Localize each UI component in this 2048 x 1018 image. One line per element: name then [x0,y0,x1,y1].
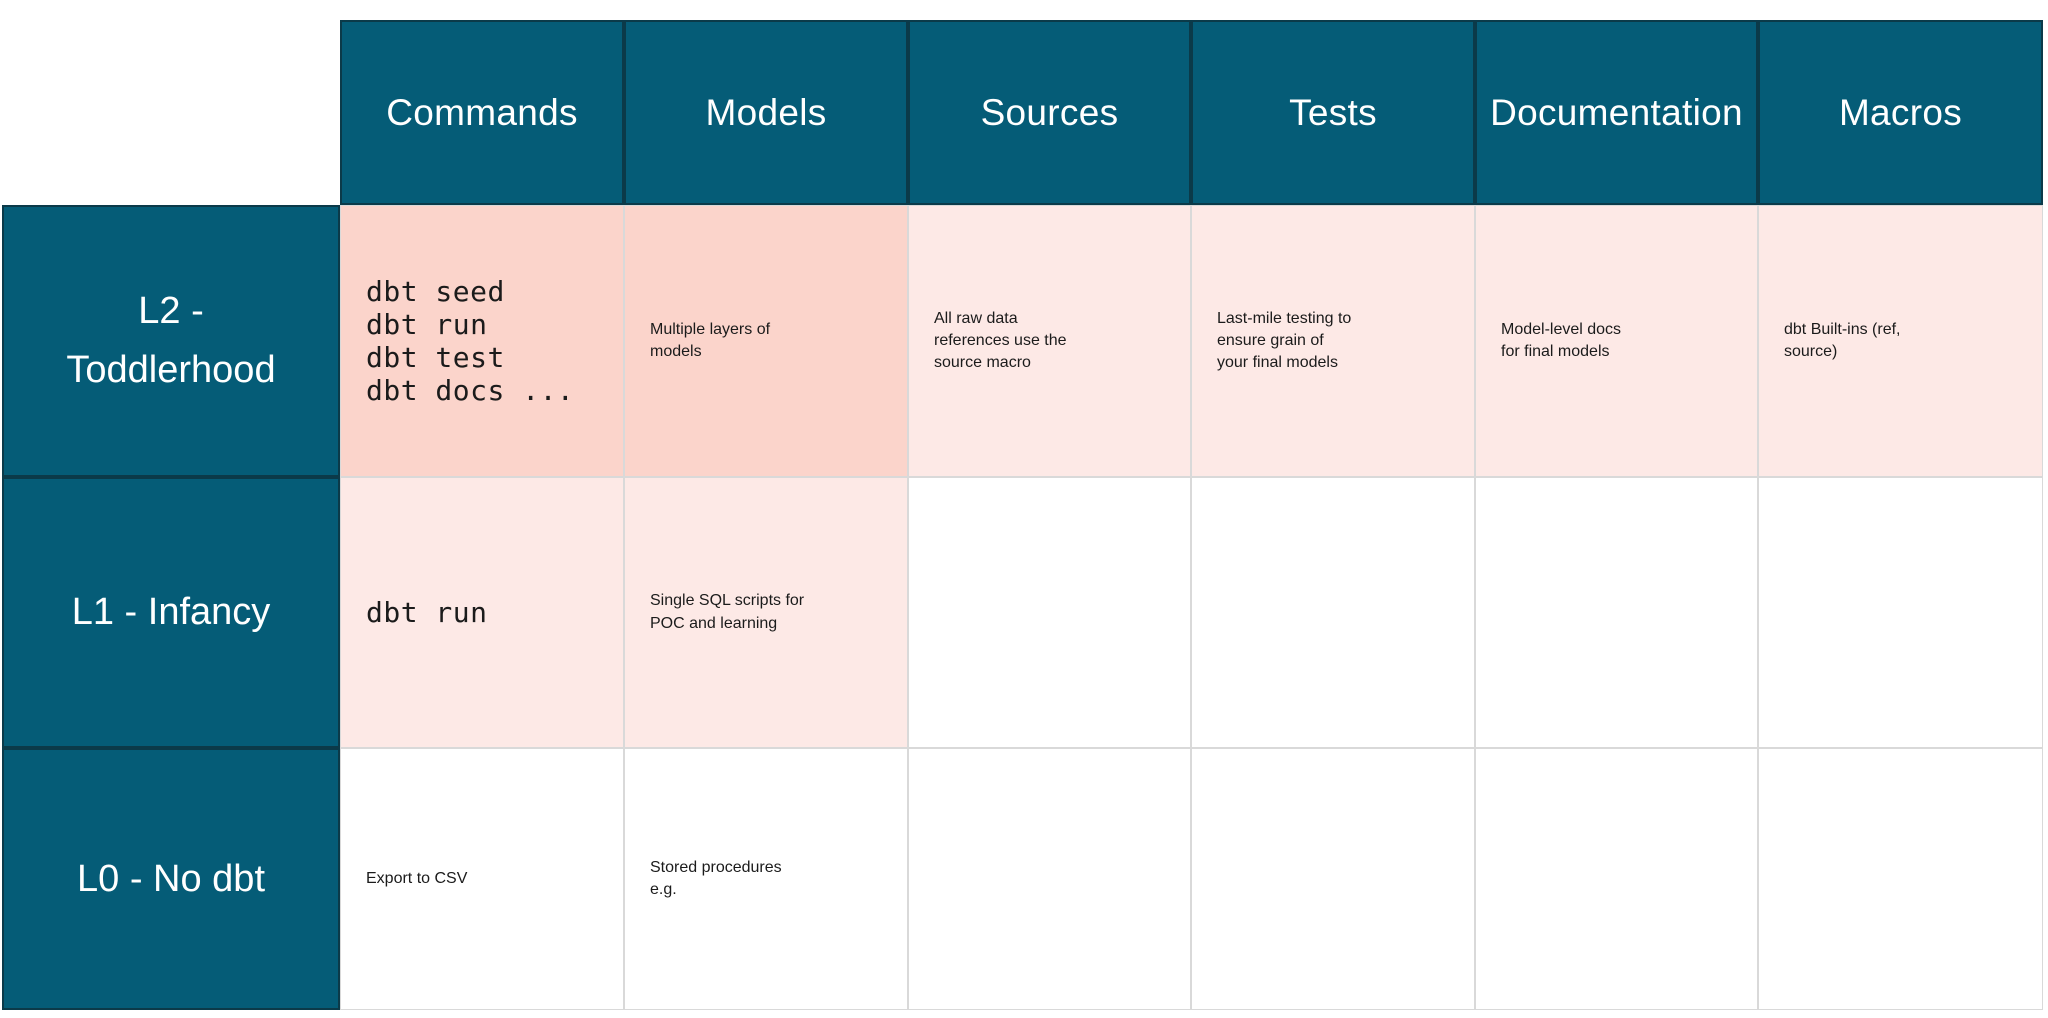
column-header-label: Macros [1838,91,1963,133]
cell-l1-tests [1191,477,1475,748]
cell-text: Model-level docs for final models [1501,320,1622,360]
row-header-l0: L0 - No dbt [2,748,340,1010]
column-header-label: Models [705,91,827,133]
table-corner-cell [2,20,340,205]
cell-l2-models: Multiple layers of models [624,205,908,477]
row-header-label: L0 - No dbt [77,857,265,900]
row-header-l1: L1 - Infancy [2,477,340,748]
column-header-label: Tests [1289,91,1377,133]
cell-l1-commands: dbt run [340,477,624,748]
row-header-label: L1 - Infancy [71,591,271,634]
cell-l0-documentation [1475,748,1758,1010]
cell-text: Export to CSV [366,869,468,887]
column-header-models: Models [624,20,908,205]
cell-l2-macros: dbt Built-ins (ref, source) [1758,205,2043,477]
cell-text: All raw data references use the source m… [934,309,1067,372]
dbt-maturity-table: Commands Models Sources Tests Documentation M… [2,20,2043,1010]
cell-l1-documentation [1475,477,1758,748]
column-header-sources: Sources [908,20,1191,205]
cell-l0-models: Stored procedures e.g. [624,748,908,1010]
cell-l1-macros [1758,477,2043,748]
cell-text: Last-mile testing to ensure grain of you… [1217,309,1352,372]
column-header-tests: Tests [1191,20,1475,205]
cell-text: Stored procedures e.g. [650,858,782,898]
cell-l1-models: Single SQL scripts for POC and learning [624,477,908,748]
row-header-l2: L2 - Toddlerhood [2,205,340,477]
cell-text: dbt run [366,595,488,629]
column-header-label: Sources [980,91,1119,133]
cell-text: dbt Built-ins (ref, source) [1784,320,1901,360]
cell-l2-sources: All raw data references use the source m… [908,205,1191,477]
cell-text: Single SQL scripts for POC and learning [650,592,805,632]
column-header-label: Commands [386,91,578,133]
cell-text: Multiple layers of models [650,320,771,360]
cell-l0-tests [1191,748,1475,1010]
cell-l1-sources [908,477,1191,748]
cell-l2-tests: Last-mile testing to ensure grain of you… [1191,205,1475,477]
column-header-commands: Commands [340,20,624,205]
row-header-label: L2 - Toddlerhood [66,290,276,391]
column-header-documentation: Documentation [1475,20,1758,205]
cell-text: dbt seed dbt run dbt test dbt docs ... [366,274,575,408]
column-header-macros: Macros [1758,20,2043,205]
cell-l2-documentation: Model-level docs for final models [1475,205,1758,477]
cell-l0-sources [908,748,1191,1010]
column-header-label: Documentation [1490,91,1743,133]
cell-l0-commands: Export to CSV [340,748,624,1010]
cell-l2-commands: dbt seed dbt run dbt test dbt docs ... [340,205,624,477]
cell-l0-macros [1758,748,2043,1010]
